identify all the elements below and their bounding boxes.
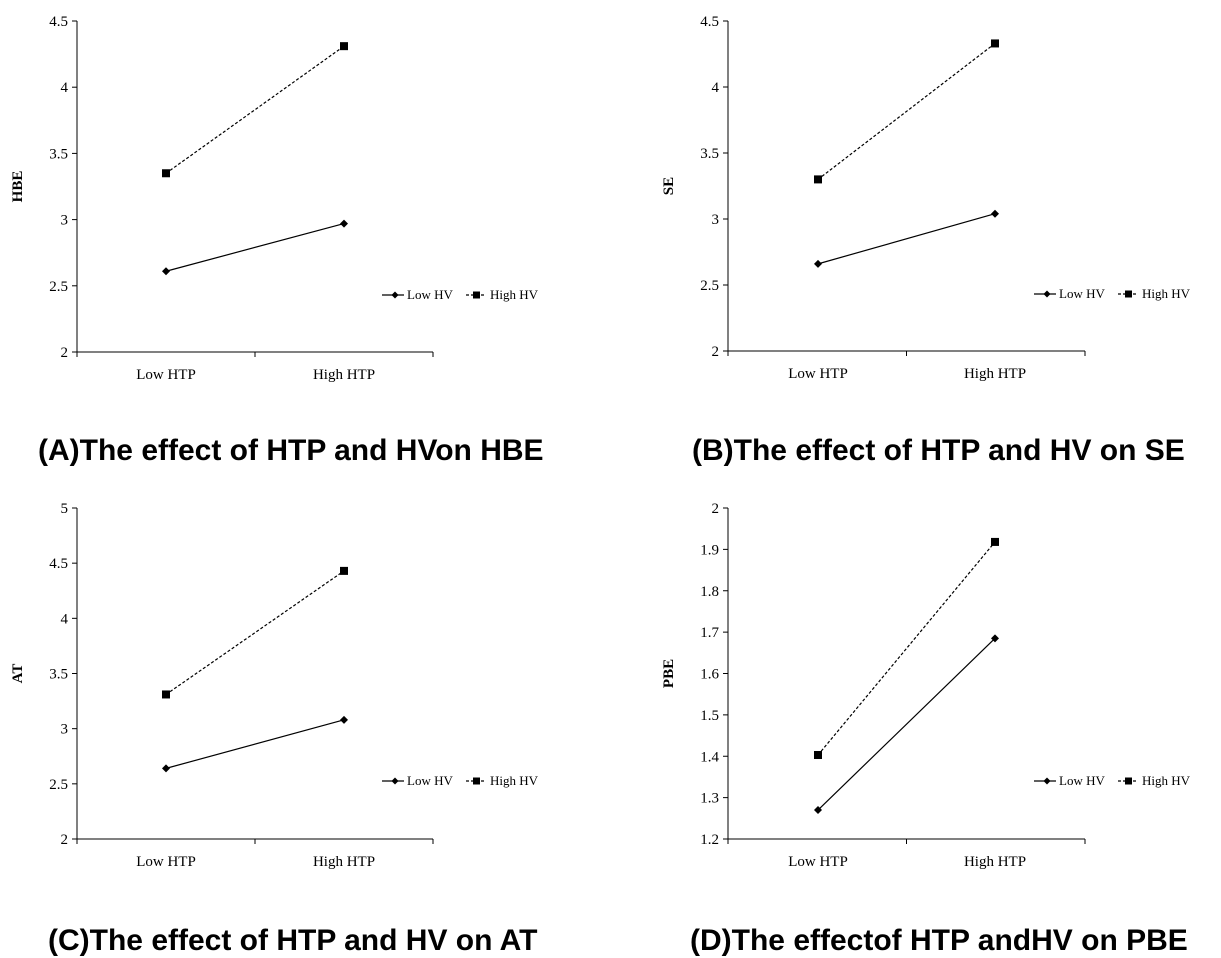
chart-pbe: 1.2 1.3 1.4 1.5 1.6 1.7 1.8 1.9 2 Low HTP High HTP… xyxy=(661,501,1191,870)
y-tick-label: 1.7 xyxy=(700,625,719,641)
y-tick-label: 3 xyxy=(712,212,720,228)
caption-c: (C)The effect of HTP and HV on AT xyxy=(48,924,538,957)
y-tick-label: 2 xyxy=(712,344,720,360)
legend-label-low-hv: Low HV xyxy=(407,287,453,302)
data-point-high-hv xyxy=(162,690,170,699)
y-tick-label: 2 xyxy=(61,345,69,361)
legend-label-high-hv: High HV xyxy=(1142,773,1191,788)
y-axis-label: SE xyxy=(661,177,677,195)
data-point-low-hv xyxy=(162,267,170,276)
data-point-high-hv xyxy=(814,175,822,184)
data-point-high-hv xyxy=(814,751,822,760)
legend-marker-high-hv xyxy=(473,291,480,299)
x-tick-label: High HTP xyxy=(313,854,375,870)
y-tick-label: 4 xyxy=(61,80,69,96)
legend-marker-high-hv xyxy=(1125,777,1132,785)
y-tick-label: 4 xyxy=(712,80,720,96)
x-tick-label: Low HTP xyxy=(136,854,196,870)
series-line-high-hv xyxy=(817,42,996,180)
series-line-high-hv xyxy=(817,541,996,756)
y-tick-label: 4.5 xyxy=(49,14,68,30)
series-line-low-hv xyxy=(165,222,345,272)
legend-label-low-hv: Low HV xyxy=(407,773,453,788)
y-tick-label: 3.5 xyxy=(700,146,719,162)
data-point-high-hv xyxy=(340,566,348,575)
legend-label-high-hv: High HV xyxy=(490,287,539,302)
legend-marker-low-hv xyxy=(1043,777,1051,785)
x-tick-label: Low HTP xyxy=(788,366,848,382)
y-tick-label: 1.8 xyxy=(700,584,719,600)
x-tick-label: Low HTP xyxy=(136,367,196,383)
data-point-high-hv xyxy=(991,537,999,546)
data-point-low-hv xyxy=(814,806,822,815)
series-line-low-hv xyxy=(817,637,996,811)
y-tick-label: 2.5 xyxy=(700,278,719,294)
caption-a: (A)The effect of HTP and HVon HBE xyxy=(38,434,544,467)
y-axis-label: AT xyxy=(10,664,26,684)
data-point-low-hv xyxy=(340,219,348,228)
series-line-low-hv xyxy=(165,719,345,769)
y-tick-label: 4 xyxy=(61,611,69,627)
legend-marker-low-hv xyxy=(1043,290,1051,298)
y-tick-label: 5 xyxy=(61,501,69,517)
y-tick-label: 3 xyxy=(61,213,69,229)
chart-hbe: 2 2.5 3 3.5 4 4.5 Low HTP High HTP HBE Low HV High… xyxy=(10,14,539,383)
y-tick-label: 1.2 xyxy=(700,832,719,848)
legend-label-high-hv: High HV xyxy=(490,773,539,788)
x-tick-label: High HTP xyxy=(964,366,1026,382)
y-tick-label: 3 xyxy=(61,722,69,738)
chart-se: 2 2.5 3 3.5 4 4.5 Low HTP High HTP SE Low HV High … xyxy=(661,14,1191,382)
legend-label-low-hv: Low HV xyxy=(1059,286,1105,301)
data-point-low-hv xyxy=(814,259,822,268)
y-axis-label: HBE xyxy=(10,171,26,203)
y-tick-label: 1.6 xyxy=(700,667,719,683)
data-point-low-hv xyxy=(162,764,170,773)
y-tick-label: 1.5 xyxy=(700,708,719,724)
x-tick-label: High HTP xyxy=(964,854,1026,870)
y-tick-label: 1.9 xyxy=(700,542,719,558)
legend-marker-low-hv xyxy=(391,777,399,785)
y-tick-label: 3.5 xyxy=(49,667,68,683)
series-line-high-hv xyxy=(165,45,345,174)
legend-marker-high-hv xyxy=(1125,290,1132,298)
legend-marker-high-hv xyxy=(473,777,480,785)
data-point-low-hv xyxy=(991,634,999,643)
series-line-high-hv xyxy=(165,570,345,695)
y-tick-label: 3.5 xyxy=(49,146,68,162)
y-tick-label: 1.3 xyxy=(700,791,719,807)
y-tick-label: 2 xyxy=(712,501,720,517)
data-point-high-hv xyxy=(991,39,999,48)
y-axis-label: PBE xyxy=(661,659,677,688)
y-tick-label: 4.5 xyxy=(700,14,719,30)
x-tick-label: High HTP xyxy=(313,367,375,383)
y-tick-label: 4.5 xyxy=(49,556,68,572)
y-tick-label: 2.5 xyxy=(49,777,68,793)
caption-d: (D)The effectof HTP andHV on PBE xyxy=(690,924,1188,957)
y-tick-label: 2.5 xyxy=(49,279,68,295)
legend-label-low-hv: Low HV xyxy=(1059,773,1105,788)
y-tick-label: 1.4 xyxy=(700,749,719,765)
x-tick-label: Low HTP xyxy=(788,854,848,870)
data-point-low-hv xyxy=(340,715,348,724)
series-line-low-hv xyxy=(817,213,996,265)
legend-label-high-hv: High HV xyxy=(1142,286,1191,301)
chart-at: 2 2.5 3 3.5 4 4.5 5 Low HTP High HTP AT Low HV High… xyxy=(10,501,539,870)
legend-marker-low-hv xyxy=(391,291,399,299)
y-tick-label: 2 xyxy=(61,832,69,848)
caption-b: (B)The effect of HTP and HV on SE xyxy=(692,434,1185,467)
data-point-high-hv xyxy=(340,42,348,51)
data-point-low-hv xyxy=(991,209,999,218)
data-point-high-hv xyxy=(162,169,170,178)
